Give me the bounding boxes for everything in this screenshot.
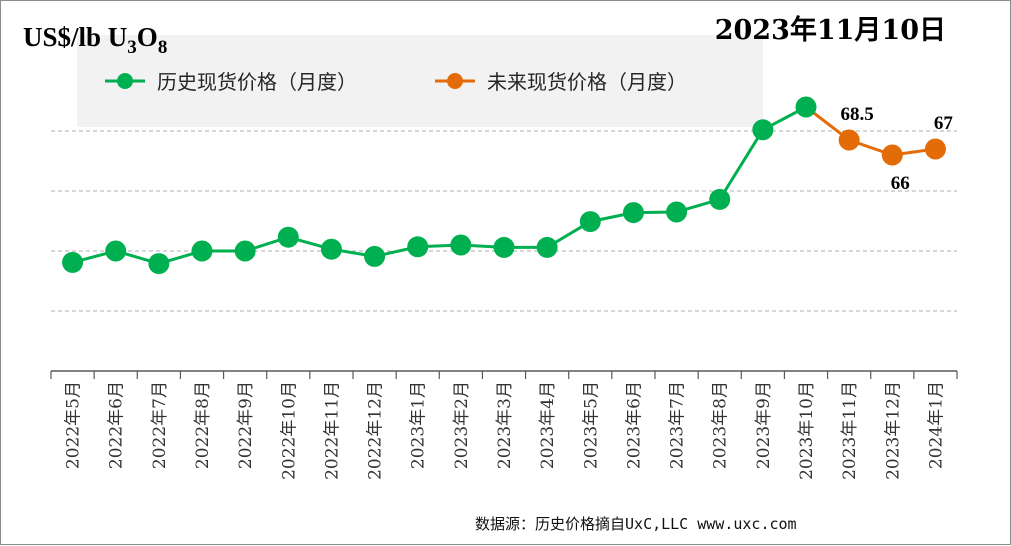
- legend-forecast: 未来现货价格（月度）: [435, 70, 687, 94]
- series-points: [62, 96, 946, 275]
- legend-historical-marker: [117, 73, 133, 89]
- legend-panel: [77, 35, 763, 127]
- forecast-point: [924, 138, 946, 160]
- x-tick-label: 2022年10月: [279, 381, 299, 480]
- historical-point: [752, 119, 774, 141]
- x-tick-label: 2022年12月: [366, 381, 386, 480]
- x-tick-label: 2023年4月: [538, 381, 558, 469]
- x-tick-label: 2023年9月: [754, 381, 774, 469]
- historical-point: [148, 253, 170, 275]
- y-axis-unit-label: US$/lb U3O8: [23, 22, 167, 58]
- x-tick-label: 2022年8月: [193, 381, 213, 469]
- historical-point: [191, 240, 213, 262]
- x-tick-label: 2023年5月: [581, 381, 601, 469]
- historical-point: [622, 202, 644, 224]
- historical-point: [450, 234, 472, 256]
- historical-point: [493, 236, 515, 258]
- historical-point: [579, 211, 601, 233]
- historical-point: [666, 201, 688, 223]
- historical-point: [536, 236, 558, 258]
- x-tick-label: 2022年7月: [150, 381, 170, 469]
- historical-point: [277, 226, 299, 248]
- source-note: 数据源：历史价格摘自UxC,LLC www.uxc.com: [475, 515, 797, 533]
- x-tick-label: 2023年10月: [797, 381, 817, 480]
- x-tick-label: 2023年7月: [668, 381, 688, 469]
- forecast-point: [881, 144, 903, 166]
- historical-point: [795, 96, 817, 118]
- x-tick-labels: 2022年5月 2022年6月 2022年7月 2022年8月 2022年9月 2022年…: [64, 381, 947, 480]
- historical-point: [62, 251, 84, 273]
- legend-historical-label: 历史现货价格（月度）: [157, 70, 357, 94]
- gridlines: [51, 130, 957, 312]
- historical-point: [364, 245, 386, 267]
- forecast-point: [838, 129, 860, 151]
- data-label: 68.5: [841, 104, 874, 125]
- legend-forecast-marker: [447, 73, 463, 89]
- historical-point: [105, 240, 127, 262]
- x-tick-label: 2022年5月: [64, 381, 84, 469]
- data-label: 67: [934, 113, 954, 134]
- x-tick-label: 2023年12月: [883, 381, 903, 480]
- historical-point: [709, 188, 731, 210]
- chart-date-title: 2023年11月10日: [715, 14, 946, 46]
- x-tick-label: 2023年8月: [711, 381, 731, 469]
- x-tick-label: 2022年9月: [236, 381, 256, 469]
- forecast-series-line: [805, 105, 936, 157]
- x-tick-label: 2024年1月: [926, 381, 946, 469]
- legend-historical: 历史现货价格（月度）: [105, 70, 357, 94]
- x-tick-label: 2022年6月: [107, 381, 127, 469]
- x-tick-label: 2023年11月: [840, 381, 860, 480]
- x-axis: [50, 370, 958, 379]
- x-tick-label: 2023年2月: [452, 381, 472, 469]
- historical-point: [320, 238, 342, 260]
- legend-forecast-label: 未来现货价格（月度）: [487, 70, 687, 94]
- x-tick-label: 2022年11月: [322, 381, 342, 480]
- x-tick-label: 2023年6月: [624, 381, 644, 469]
- x-tick-label: 2023年1月: [409, 381, 429, 469]
- data-label: 66: [891, 173, 910, 194]
- data-labels: 68.5 66 67: [841, 104, 954, 194]
- historical-point: [407, 236, 429, 258]
- historical-point: [234, 240, 256, 262]
- x-tick-label: 2023年3月: [495, 381, 515, 469]
